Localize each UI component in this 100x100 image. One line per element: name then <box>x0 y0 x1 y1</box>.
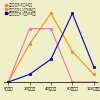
Legend: 最大圏（平均6.2分　14名）, 標準圏（平均11.1分　605名）, 準農村圏（平均8.2分　478名）: 最大圏（平均6.2分 14名）, 標準圏（平均11.1分 605名）, 準農村圏… <box>4 2 36 16</box>
